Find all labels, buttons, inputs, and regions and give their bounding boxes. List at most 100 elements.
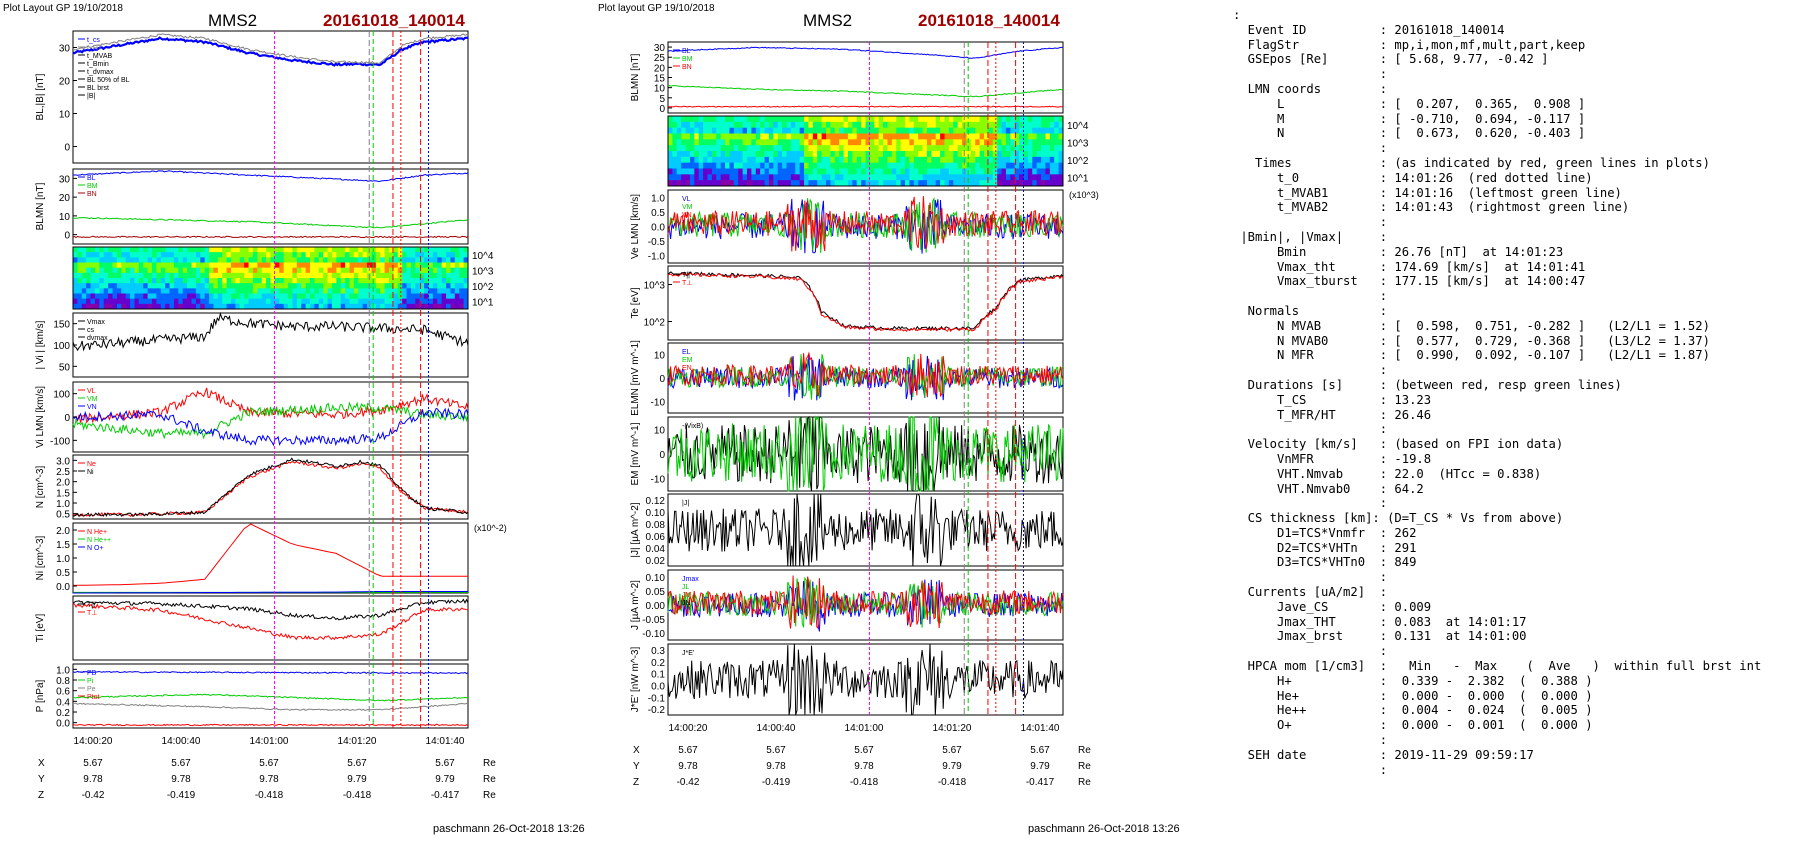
spectrogram-cell [979,121,985,129]
spectrogram-cell [226,283,232,289]
y-tick-label: 0.5 [56,510,70,521]
spectrogram-cell [86,262,92,269]
spectrogram-cell [200,278,206,284]
spectrogram-cell [94,278,100,284]
spectrogram-cell [1005,139,1011,146]
spectrogram-cell [733,180,739,187]
spectrogram-cell [217,293,223,300]
spectrogram-cell [948,127,954,134]
spectrogram-cell [707,145,713,152]
spectrogram-cell [804,116,809,123]
spectrogram-cell [887,116,893,123]
spectrogram-cell [865,139,871,146]
position-value: -0.42 [82,790,105,801]
spectrogram-cell [786,168,792,175]
spectrogram-cell [694,180,700,187]
spectrogram-cell [711,174,717,181]
spectrogram-cell [178,303,184,310]
spectrogram-cell [130,252,135,258]
spectrogram-cell [340,283,346,289]
spectrogram-cell [99,288,105,294]
spectrogram-cell [1041,162,1046,169]
spectrogram-cell [1049,121,1055,129]
spectrogram-cell [751,116,757,123]
spectrogram-cell [178,278,184,284]
y-tick-label: 50 [59,362,71,373]
spectrogram-cell [729,116,735,123]
spectrogram-cell [248,303,254,310]
spectrogram-cell [182,247,188,253]
spectrogram-cell [979,162,985,169]
spectrogram-cell [1001,180,1007,187]
spectrogram-cell [169,262,175,269]
spectrogram-cell [926,151,932,158]
y-tick-label: 2.0 [56,526,70,537]
series-line-t- [667,271,1064,331]
spectrogram-cell [389,252,394,258]
spectrogram-cell [970,180,976,187]
spectrogram-cell [244,283,250,289]
position-value: -0.418 [343,790,372,801]
spectrogram-cell [410,303,416,310]
spectrogram-cell [1041,116,1046,123]
spectrogram-cell [865,116,871,123]
spectrogram-cell [988,180,994,187]
spectrogram-cell [288,272,293,279]
spectrogram-cell [1001,127,1007,134]
spectrogram-cell [944,139,950,146]
spectrogram-cell [103,278,109,284]
spectrogram-cell [839,151,845,158]
spectrogram-cell [790,139,796,146]
series-line-bl [667,46,1063,59]
spectrogram-cell [1054,151,1060,158]
spectrogram-cell [301,272,307,279]
spectrogram-cell [878,116,884,123]
y-tick-label: 30 [59,44,71,55]
spectrogram-cell [301,252,307,258]
spectrogram-cell [248,257,254,263]
spectrogram-cell [953,139,959,146]
spectrogram-cell [173,252,179,258]
spectrogram-cell [768,151,774,158]
spectrogram-cell [353,262,359,269]
spectrogram-cell [839,116,845,123]
spectrogram-cell [777,174,783,181]
panel-frame [72,246,469,310]
spectrogram-cell [940,180,945,187]
spectrogram-cell [830,180,836,187]
spectrogram-cell [178,298,184,305]
y-tick-label: 20 [59,193,71,204]
legend-label: BN [87,191,97,198]
spectrogram-cell [1058,127,1064,134]
spectrogram-cell [747,180,752,187]
spectrogram-cell [204,278,210,284]
spectrogram-cell [852,162,858,169]
spectrogram-cell [86,283,92,289]
spectrogram-cell [861,127,866,134]
series-line-t- [72,602,469,641]
spectrogram-cell [81,262,87,269]
spectrogram-cell [200,257,206,263]
spectrogram-cell [446,267,451,274]
spectrogram-cell [742,151,748,158]
spectrogram-cell [672,133,678,140]
spectrogram-cell [830,133,836,140]
spectrogram-cell [393,272,399,279]
spectrogram-cell [821,133,827,140]
spectrogram-cell [108,262,113,269]
spectrogram-cell [336,303,342,310]
spectrogram-cell [305,298,311,305]
spectrogram-cell [861,145,866,152]
panel-j_lmn: -0.10-0.050.000.050.10J [µA m^-2]JmaxJLJ… [630,569,1064,641]
spectrogram-cell [1036,180,1042,187]
spectrogram-cell [108,293,113,300]
spectrogram-cell [371,288,377,294]
spectrogram-cell [1058,116,1064,123]
spectrogram-cell [257,267,263,274]
spectrogram-cell [406,298,412,305]
spectrogram-cell [116,252,122,258]
spectrogram-cell [681,145,687,152]
spectrogram-cell [957,162,963,169]
spectrogram-cell [86,272,92,279]
panel-frame [72,454,469,520]
